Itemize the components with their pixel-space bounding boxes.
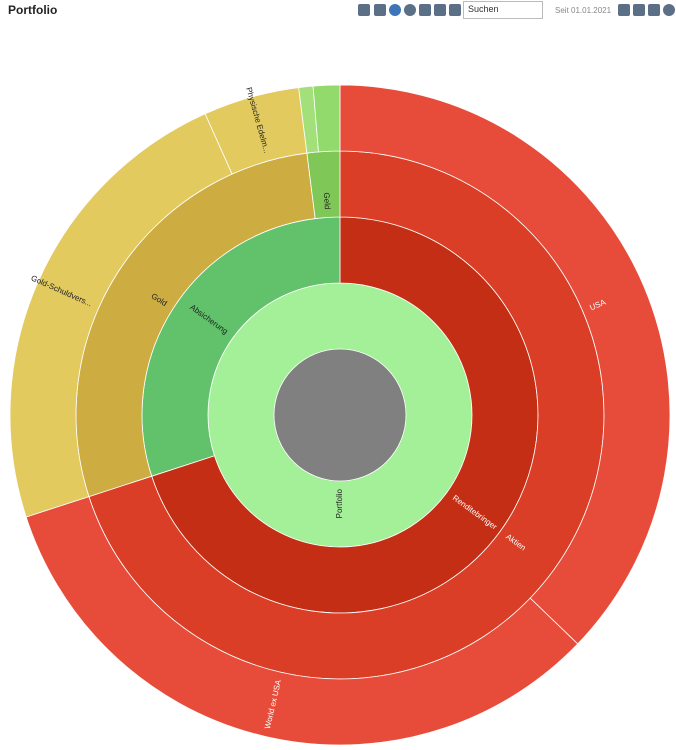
sunburst-segment: [298, 85, 319, 154]
segment-label: Gold-Schuldvers...: [30, 273, 94, 308]
treemap-view-button[interactable]: [374, 4, 386, 16]
toolbar: Portfolio Suchen Seit 01.01.2021: [0, 0, 676, 24]
segment-label: USA: [588, 297, 607, 312]
list-view-button[interactable]: [358, 4, 370, 16]
sunburst-segment: [306, 150, 341, 220]
filter-button[interactable]: [618, 4, 630, 16]
search-input[interactable]: Suchen: [463, 1, 543, 19]
sunburst-segment: [207, 282, 473, 548]
grid-view-button[interactable]: [419, 4, 431, 16]
sunburst-segment: [88, 150, 605, 680]
segment-label: Geld: [322, 192, 332, 209]
export-button[interactable]: [648, 4, 660, 16]
sunburst-segment: [312, 84, 341, 153]
chart-view-button[interactable]: [434, 4, 446, 16]
area-view-button[interactable]: [449, 4, 461, 16]
sunburst-view-button[interactable]: [389, 4, 401, 16]
page-title: Portfolio: [8, 3, 58, 17]
segment-label: Absicherung: [188, 303, 229, 336]
sunburst-segment: [25, 496, 579, 746]
sunburst-segment: [204, 87, 308, 175]
sunburst-segment: [75, 152, 316, 498]
date-filter[interactable]: Seit 01.01.2021: [555, 6, 612, 15]
sunburst-segment: [141, 216, 341, 477]
sunburst-segment: [9, 113, 233, 518]
segment-label: Portfolio: [335, 488, 344, 518]
segment-label: Gold: [150, 291, 169, 308]
segment-label: Physische Edelm...: [244, 86, 271, 154]
segment-label: World ex USA: [263, 678, 283, 729]
pie-view-button[interactable]: [404, 4, 416, 16]
center-circle: [274, 349, 406, 481]
sunburst-segment: [151, 216, 539, 614]
layers-button[interactable]: [633, 4, 645, 16]
sunburst-segment: [339, 84, 671, 645]
segment-label: Aktien: [504, 532, 527, 552]
settings-button[interactable]: [663, 4, 675, 16]
segment-label: Renditebringer: [451, 493, 499, 531]
